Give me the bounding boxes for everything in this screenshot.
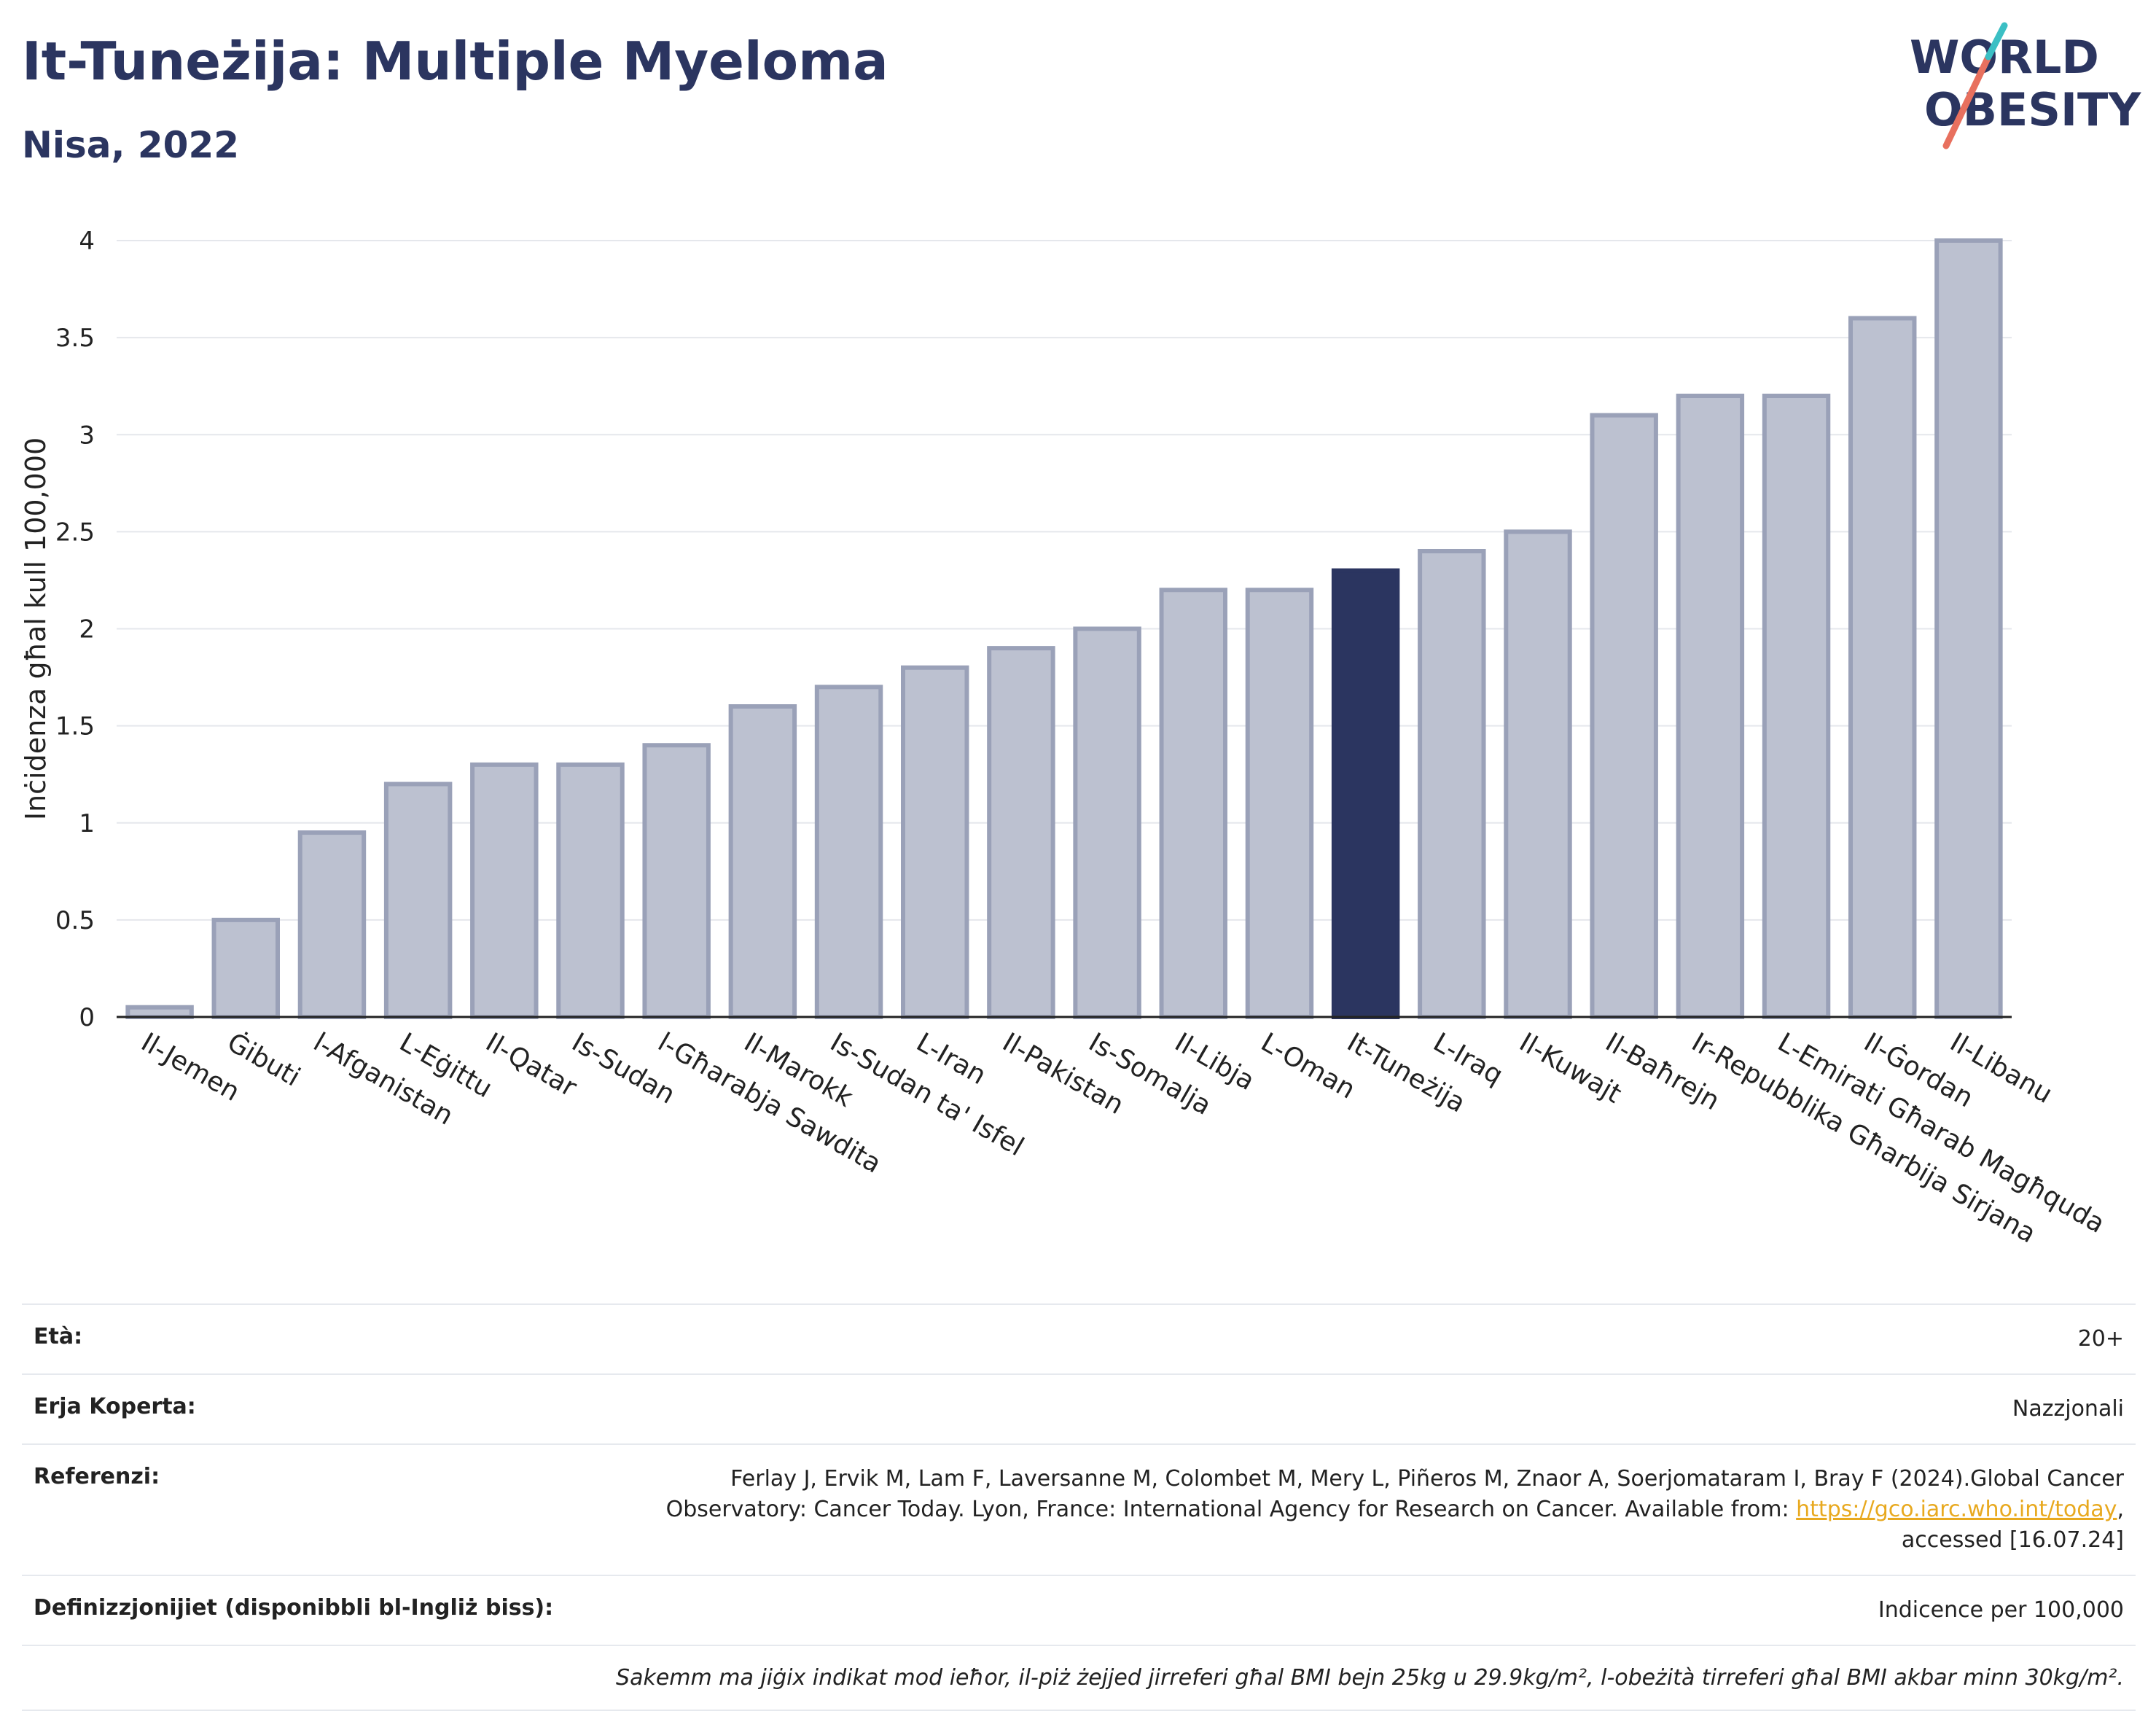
page-subtitle: Nisa, 2022 xyxy=(22,124,240,166)
bar xyxy=(1934,238,2003,1019)
bar xyxy=(556,762,625,1019)
reference-line-2-text: Observatory: Cancer Today. Lyon, France:… xyxy=(665,1497,1797,1522)
bar xyxy=(642,743,711,1019)
bar xyxy=(1762,394,1831,1019)
age-value: 20+ xyxy=(2077,1326,2124,1352)
world-obesity-logo: WORLD OBESITY xyxy=(1910,22,2141,149)
y-tick-layer: 0 0.5 1 1.5 2 2.5 3 3.5 4 xyxy=(55,227,95,1032)
bar xyxy=(987,646,1055,1019)
meta-row-area: Erja Koperta: Nazzjonali xyxy=(22,1373,2136,1443)
bar xyxy=(1676,394,1745,1019)
reference-line-2-end: , xyxy=(2117,1497,2124,1522)
reference-line-2: Observatory: Cancer Today. Lyon, France:… xyxy=(666,1494,2124,1525)
bar xyxy=(297,830,367,1019)
meta-row-definitions: Definizzjonijiet (disponibbli bl-Ingliż … xyxy=(22,1575,2136,1645)
y-tick-label: 0.5 xyxy=(55,906,95,935)
page-title: It-Tuneżija: Multiple Myeloma xyxy=(22,31,888,92)
definitions-label: Definizzjonijiet (disponibbli bl-Ingliż … xyxy=(34,1595,554,1621)
bar xyxy=(1073,626,1141,1019)
logo-slash-teal xyxy=(1985,22,2008,61)
references-label: Referenzi: xyxy=(34,1464,160,1489)
bar xyxy=(1418,549,1486,1019)
y-tick-label: 4 xyxy=(79,227,95,256)
y-tick-label: 1.5 xyxy=(55,712,95,741)
x-tick-label: L-Emirati Għarab Magħquda xyxy=(1773,1027,2109,1239)
y-tick-label: 3.5 xyxy=(55,324,95,353)
references-value: Ferlay J, Ervik M, Lam F, Laversanne M, … xyxy=(666,1464,2124,1556)
area-label: Erja Koperta: xyxy=(34,1394,196,1419)
y-axis-label: Inċidenza għal kull 100,000 xyxy=(20,437,52,820)
definitions-value: Indicence per 100,000 xyxy=(1878,1597,2124,1623)
y-tick-label: 1 xyxy=(79,809,95,838)
y-tick-label: 2 xyxy=(79,615,95,644)
meta-row-age: Età: 20+ xyxy=(22,1303,2136,1373)
reference-line-3: accessed [16.07.24] xyxy=(1901,1527,2124,1553)
reference-line-1: Ferlay J, Ervik M, Lam F, Laversanne M, … xyxy=(730,1466,2124,1492)
x-tick-label: Il-Jemen xyxy=(136,1027,245,1107)
bar xyxy=(1504,529,1572,1019)
x-tick-label: L-Oman xyxy=(1256,1027,1360,1104)
bar xyxy=(1245,588,1314,1019)
logo-slash-red xyxy=(1942,53,1992,149)
footnote: Sakemm ma jiġix indikat mod ieħor, il-pi… xyxy=(616,1665,2124,1691)
bar xyxy=(901,665,969,1019)
bar xyxy=(383,782,453,1019)
x-tick-label: Il-Qatar xyxy=(480,1027,582,1103)
y-tick-label: 2.5 xyxy=(55,518,95,547)
bar-layer xyxy=(125,238,2003,1019)
meta-row-note: Sakemm ma jiġix indikat mod ieħor, il-pi… xyxy=(22,1645,2136,1711)
metadata-table: Età: 20+ Erja Koperta: Nazzjonali Refere… xyxy=(22,1303,2136,1711)
bar xyxy=(728,704,797,1019)
bar xyxy=(1159,588,1227,1019)
y-tick-label: 0 xyxy=(79,1003,95,1032)
bar xyxy=(470,762,539,1019)
area-value: Nazzjonali xyxy=(2012,1396,2124,1422)
age-label: Età: xyxy=(34,1324,83,1349)
bar xyxy=(1848,316,1917,1019)
logo-line1: WORLD xyxy=(1910,31,2099,84)
bar xyxy=(211,917,280,1019)
bar-highlight xyxy=(1331,568,1400,1019)
bar xyxy=(814,685,883,1019)
y-tick-label: 3 xyxy=(79,421,95,450)
bar xyxy=(1590,413,1658,1019)
meta-row-references: Referenzi: Ferlay J, Ervik M, Lam F, Lav… xyxy=(22,1443,2136,1575)
reference-link[interactable]: https://gco.iarc.who.int/today xyxy=(1796,1497,2117,1522)
bar xyxy=(125,1005,194,1019)
